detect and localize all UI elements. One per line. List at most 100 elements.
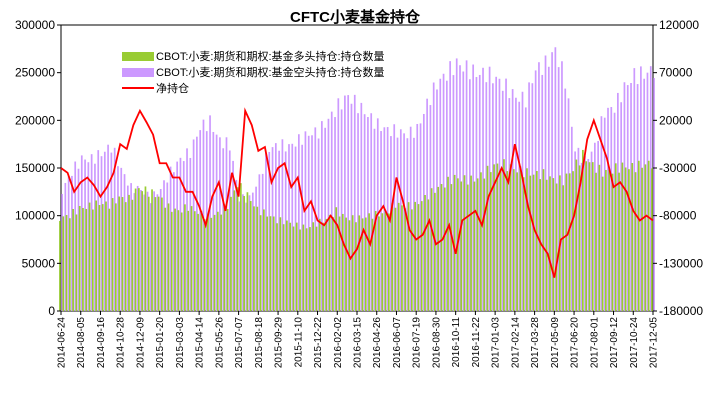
bar-long-12 [98, 205, 101, 311]
bar-short-121 [459, 65, 461, 311]
bar-long-41 [193, 211, 196, 311]
bar-long-96 [374, 211, 377, 311]
bar-short-35 [176, 161, 179, 311]
bar-short-136 [508, 98, 511, 311]
bar-long-119 [450, 184, 453, 311]
bar-long-3 [68, 218, 71, 311]
bar-short-157 [577, 147, 580, 311]
bar-long-21 [128, 194, 130, 311]
bar-long-174 [631, 163, 634, 311]
bar-long-63 [266, 216, 268, 311]
bar-short-118 [449, 61, 451, 311]
bar-short-150 [554, 47, 557, 311]
x-tick-label-21: 2016-11-22 [471, 317, 482, 368]
bar-long-72 [295, 222, 298, 311]
bar-long-127 [476, 178, 479, 311]
bar-short-92 [363, 114, 366, 311]
bar-long-179 [647, 160, 650, 311]
bar-short-62 [265, 153, 267, 311]
bar-short-153 [564, 88, 567, 311]
bar-long-160 [585, 161, 588, 311]
left-tick-label-3: 150000 [15, 161, 55, 175]
bar-long-58 [249, 201, 252, 311]
bar-short-166 [607, 107, 609, 311]
bar-long-26 [144, 186, 147, 311]
bar-long-133 [496, 163, 499, 311]
bar-short-134 [501, 90, 504, 311]
right-tick-label-1: -130000 [659, 256, 703, 270]
bar-short-172 [626, 85, 629, 311]
x-tick-label-26: 2017-06-20 [570, 317, 581, 369]
bar-long-53 [233, 190, 236, 311]
bar-short-102 [396, 137, 399, 311]
bar-short-5 [77, 168, 80, 311]
bar-long-137 [509, 164, 512, 311]
bar-short-72 [298, 134, 300, 311]
bar-long-16 [111, 198, 114, 311]
bar-long-176 [637, 160, 640, 311]
bar-long-149 [549, 176, 551, 311]
bar-short-50 [225, 137, 228, 311]
bar-long-86 [341, 213, 344, 311]
bar-long-22 [131, 199, 134, 311]
bar-short-79 [321, 121, 323, 312]
bar-short-141 [524, 107, 527, 312]
bar-long-144 [532, 174, 535, 311]
bar-long-67 [279, 217, 282, 311]
bar-long-117 [443, 187, 446, 311]
bar-short-164 [600, 116, 603, 312]
bar-short-20 [126, 185, 129, 311]
bar-short-179 [649, 66, 652, 311]
bar-short-36 [179, 157, 182, 311]
bar-long-44 [203, 219, 206, 311]
x-tick-label-1: 2014-08-05 [76, 317, 87, 369]
bar-long-162 [591, 162, 594, 311]
bar-long-77 [312, 222, 315, 311]
x-tick-label-9: 2015-07-07 [234, 317, 245, 369]
bar-short-171 [623, 82, 626, 311]
bar-short-139 [518, 101, 521, 311]
bar-short-48 [219, 137, 221, 311]
x-tick-label-12: 2015-11-10 [293, 317, 304, 368]
bar-short-114 [436, 89, 438, 311]
bar-long-36 [177, 210, 180, 311]
bar-short-85 [340, 109, 343, 311]
bar-short-55 [242, 194, 244, 311]
x-tick-label-22: 2017-01-03 [491, 317, 502, 369]
bar-long-85 [338, 216, 341, 311]
bar-short-138 [515, 97, 517, 311]
bar-short-152 [561, 61, 563, 312]
left-tick-label-4: 200000 [15, 113, 55, 127]
bar-short-0 [61, 193, 63, 311]
bar-short-81 [327, 118, 330, 311]
bar-long-25 [141, 191, 144, 311]
bar-short-66 [278, 150, 280, 311]
bar-short-69 [288, 144, 290, 311]
bar-long-48 [216, 211, 219, 311]
bar-long-61 [259, 215, 262, 311]
bar-long-120 [453, 174, 456, 311]
bar-short-104 [403, 133, 405, 311]
bar-long-45 [207, 213, 209, 311]
bar-short-100 [390, 136, 392, 311]
bar-short-105 [406, 138, 409, 311]
bar-short-49 [222, 148, 225, 311]
bar-long-146 [539, 179, 541, 311]
bar-long-88 [348, 220, 351, 311]
bar-short-76 [311, 135, 313, 311]
bar-long-107 [411, 209, 413, 311]
bar-long-11 [95, 200, 97, 311]
bar-long-89 [351, 215, 354, 311]
bar-long-157 [575, 159, 578, 311]
bar-long-32 [164, 207, 167, 311]
bar-short-46 [212, 131, 215, 311]
bar-short-14 [107, 144, 109, 311]
bar-long-136 [506, 171, 509, 311]
bar-short-52 [232, 160, 234, 311]
bar-long-177 [641, 167, 643, 311]
bar-long-118 [447, 176, 449, 311]
bar-long-132 [493, 164, 495, 311]
bar-long-54 [236, 187, 239, 311]
bar-long-143 [529, 175, 532, 311]
